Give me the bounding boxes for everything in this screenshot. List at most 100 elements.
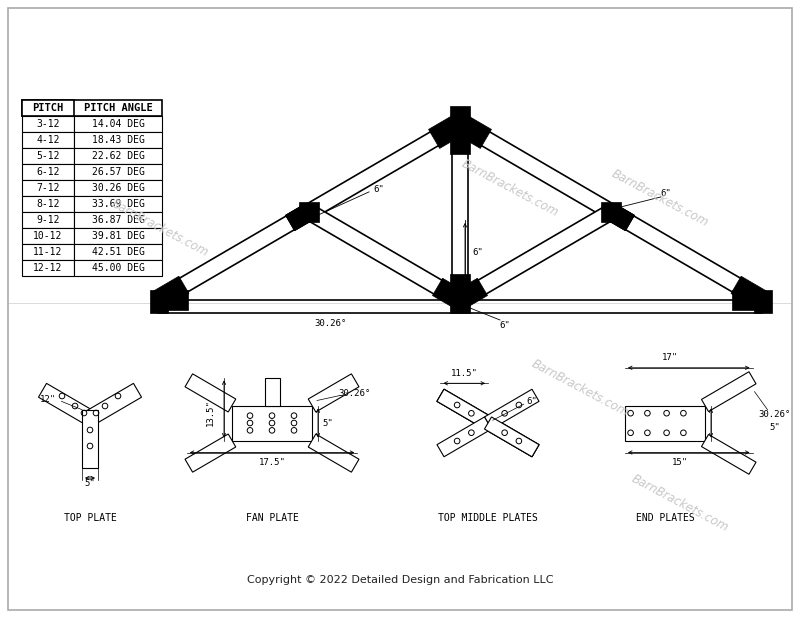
Text: 9-12: 9-12 (36, 215, 60, 225)
Text: 6": 6" (661, 189, 671, 198)
Text: 11.5": 11.5" (451, 369, 478, 378)
Bar (22, 132, 74, 148)
Bar (74, 164, 162, 180)
Bar (22, 148, 74, 164)
Bar (299, 202, 319, 222)
Text: 33.69 DEG: 33.69 DEG (91, 199, 145, 209)
Polygon shape (154, 117, 464, 307)
Text: BarnBrackets.com: BarnBrackets.com (610, 167, 710, 229)
Text: BarnBrackets.com: BarnBrackets.com (530, 357, 630, 419)
Polygon shape (606, 204, 634, 231)
Text: 8-12: 8-12 (36, 199, 60, 209)
Polygon shape (485, 417, 539, 457)
Text: 30.26°: 30.26° (314, 318, 346, 328)
Bar (74, 228, 162, 244)
Polygon shape (456, 205, 615, 307)
Text: 4-12: 4-12 (36, 135, 60, 145)
Text: 3-12: 3-12 (36, 119, 60, 129)
Text: 36.87 DEG: 36.87 DEG (91, 215, 145, 225)
Polygon shape (731, 276, 767, 308)
Polygon shape (185, 374, 236, 412)
Polygon shape (308, 434, 359, 472)
Polygon shape (429, 114, 466, 148)
Text: 13.5": 13.5" (206, 400, 214, 426)
Text: TOP PLATE: TOP PLATE (63, 513, 117, 523)
Polygon shape (437, 389, 491, 429)
Bar (450, 274, 470, 313)
Text: 17": 17" (662, 353, 678, 362)
Text: 42.51 DEG: 42.51 DEG (91, 247, 145, 257)
Text: 17.5": 17.5" (258, 458, 286, 467)
Polygon shape (437, 389, 539, 457)
Text: 14.04 DEG: 14.04 DEG (91, 119, 145, 129)
Bar (22, 100, 74, 116)
Text: 12-12: 12-12 (34, 263, 62, 273)
Polygon shape (437, 389, 539, 457)
Text: 6": 6" (473, 248, 483, 257)
Text: FAN PLATE: FAN PLATE (246, 513, 298, 523)
Text: BarnBrackets.com: BarnBrackets.com (459, 157, 561, 219)
Text: 39.81 DEG: 39.81 DEG (91, 231, 145, 241)
Polygon shape (286, 204, 314, 231)
Bar (22, 244, 74, 260)
Text: 11-12: 11-12 (34, 247, 62, 257)
Bar (74, 148, 162, 164)
Bar (74, 116, 162, 132)
Polygon shape (38, 383, 94, 425)
Polygon shape (754, 290, 772, 313)
Bar (22, 260, 74, 276)
Bar (74, 212, 162, 228)
Text: 6-12: 6-12 (36, 167, 60, 177)
Polygon shape (185, 434, 236, 472)
Polygon shape (158, 290, 188, 310)
Bar (74, 260, 162, 276)
Text: END PLATES: END PLATES (636, 513, 694, 523)
Text: 30.26°: 30.26° (758, 410, 790, 419)
Polygon shape (150, 290, 168, 313)
Bar (74, 244, 162, 260)
Bar (22, 212, 74, 228)
Text: Copyright © 2022 Detailed Design and Fabrication LLC: Copyright © 2022 Detailed Design and Fab… (246, 575, 554, 585)
Text: 30.26 DEG: 30.26 DEG (91, 183, 145, 193)
Polygon shape (702, 434, 756, 474)
Text: BarnBrackets.com: BarnBrackets.com (110, 197, 210, 259)
Polygon shape (732, 290, 762, 310)
Bar (22, 164, 74, 180)
Text: 12": 12" (40, 395, 56, 404)
Bar (74, 196, 162, 212)
Text: PITCH ANGLE: PITCH ANGLE (84, 103, 152, 113)
Text: 5-12: 5-12 (36, 151, 60, 161)
Text: 10-12: 10-12 (34, 231, 62, 241)
Bar (232, 405, 312, 441)
Bar (22, 116, 74, 132)
Bar (265, 378, 279, 405)
Bar (74, 132, 162, 148)
Polygon shape (153, 276, 189, 308)
Text: 7-12: 7-12 (36, 183, 60, 193)
Text: 15": 15" (672, 458, 688, 467)
Polygon shape (308, 374, 359, 412)
Text: 5": 5" (85, 480, 95, 488)
Bar (450, 106, 470, 134)
Bar (82, 410, 98, 468)
Polygon shape (450, 124, 470, 154)
Bar (22, 180, 74, 196)
Bar (452, 124, 468, 300)
Text: 5": 5" (769, 423, 780, 433)
Polygon shape (286, 204, 314, 231)
Polygon shape (702, 372, 756, 412)
Polygon shape (305, 205, 464, 307)
Text: 18.43 DEG: 18.43 DEG (91, 135, 145, 145)
Bar (601, 202, 621, 222)
Text: TOP MIDDLE PLATES: TOP MIDDLE PLATES (438, 513, 538, 523)
Bar (22, 100, 162, 116)
Text: 5": 5" (322, 418, 334, 428)
Polygon shape (433, 278, 465, 308)
Text: 45.00 DEG: 45.00 DEG (91, 263, 145, 273)
Bar (625, 405, 705, 441)
Text: 26.57 DEG: 26.57 DEG (91, 167, 145, 177)
Polygon shape (456, 117, 766, 307)
Text: BarnBrackets.com: BarnBrackets.com (630, 472, 730, 534)
Polygon shape (437, 417, 491, 457)
Bar (22, 228, 74, 244)
